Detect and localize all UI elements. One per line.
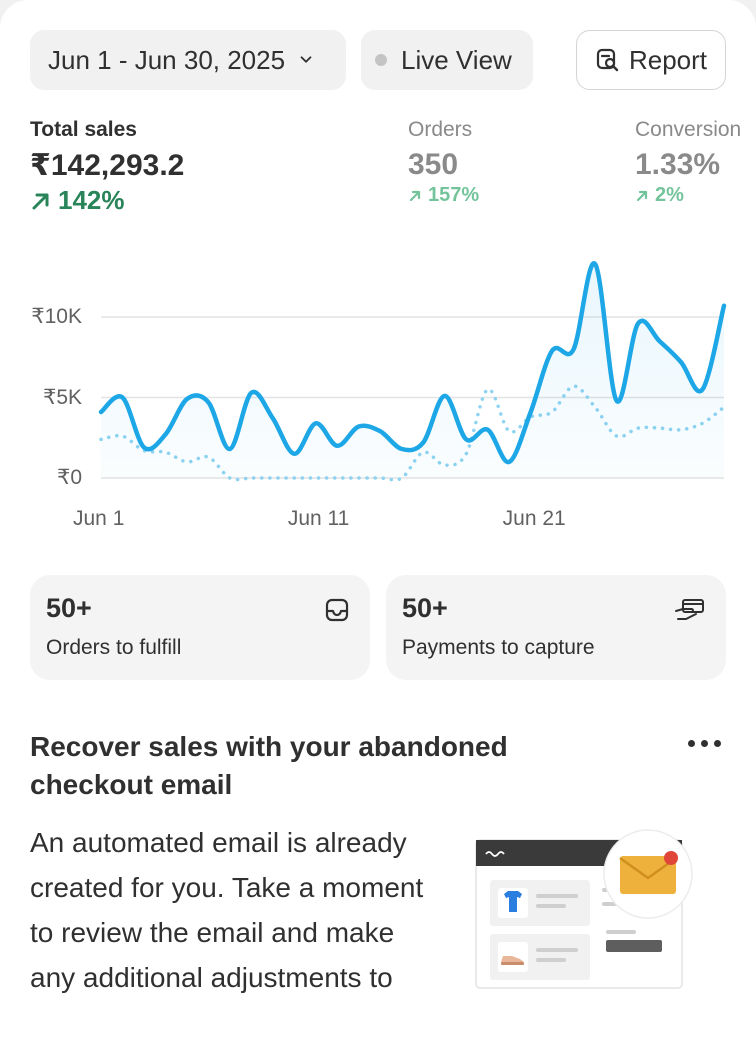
chevron-down-icon <box>300 56 312 63</box>
date-range-picker[interactable]: Jun 1 - Jun 30, 2025 <box>30 30 346 90</box>
metric-delta-value: 157% <box>428 184 480 206</box>
orders-to-fulfill-tile[interactable]: 50+ Orders to fulfill <box>30 575 370 680</box>
payments-to-capture-tile[interactable]: 50+ Payments to capture <box>386 575 726 680</box>
metric-orders[interactable]: Orders 350 157% <box>408 118 479 207</box>
chart-y-tick-label: ₹10K <box>31 305 82 328</box>
chart-x-tick-label: Jun 1 <box>73 507 125 530</box>
arrow-up-right-icon <box>32 193 49 209</box>
chart-y-tick-label: ₹0 <box>56 466 82 489</box>
live-view-label: Live View <box>401 44 512 75</box>
chart-area-current <box>101 263 724 478</box>
tile-label: Orders to fulfill <box>46 636 182 659</box>
tile-label: Payments to capture <box>402 636 595 659</box>
live-status-dot <box>375 54 387 66</box>
metric-value: 1.33% <box>635 148 721 181</box>
date-range-label: Jun 1 - Jun 30, 2025 <box>48 44 286 75</box>
dot-icon <box>688 740 695 747</box>
metric-label: Conversion <box>635 118 742 141</box>
dot-icon <box>714 740 721 747</box>
metric-conversion[interactable]: Conversion 1.33% 2% <box>635 118 741 207</box>
metric-delta: 2% <box>635 184 741 207</box>
recover-sales-description: An automated email is already created fo… <box>30 827 424 993</box>
live-view-button[interactable]: Live View <box>361 30 533 90</box>
report-search-icon <box>596 48 619 72</box>
report-button[interactable]: Report <box>576 30 726 90</box>
tile-count: 50+ <box>402 593 448 623</box>
metric-delta: 142% <box>30 185 184 216</box>
metric-value: ₹142,293.2 <box>30 149 185 182</box>
recover-sales-title: Recover sales with your abandoned checko… <box>30 731 508 800</box>
arrow-up-right-icon <box>636 190 648 201</box>
arrow-up-right-icon <box>409 190 421 201</box>
metric-label: Total sales <box>30 118 137 141</box>
chart-x-tick-label: Jun 11 <box>287 507 350 530</box>
metric-delta: 157% <box>408 184 479 207</box>
metric-delta-value: 2% <box>655 184 684 206</box>
chart-x-tick-label: Jun 21 <box>502 507 566 530</box>
tile-count: 50+ <box>46 593 92 623</box>
chart-y-tick-label: ₹5K <box>42 385 82 409</box>
hand-card-icon <box>675 599 704 620</box>
report-label: Report <box>628 44 708 75</box>
dot-icon <box>701 740 708 747</box>
abandoned-checkout-email-illustration <box>475 829 693 989</box>
metric-value: 350 <box>408 148 459 181</box>
sales-chart[interactable]: ₹0 ₹5K ₹10K Jun 1 Jun 11 Jun 21 <box>0 240 756 540</box>
metric-label: Orders <box>408 118 473 141</box>
metric-total-sales[interactable]: Total sales ₹142,293.2 142% <box>30 118 184 216</box>
sales-chart-plot <box>98 261 727 482</box>
metric-delta-value: 142% <box>58 185 125 215</box>
inbox-icon <box>325 598 349 622</box>
chart-series-line-current <box>98 261 727 465</box>
more-options-button[interactable] <box>688 740 721 747</box>
